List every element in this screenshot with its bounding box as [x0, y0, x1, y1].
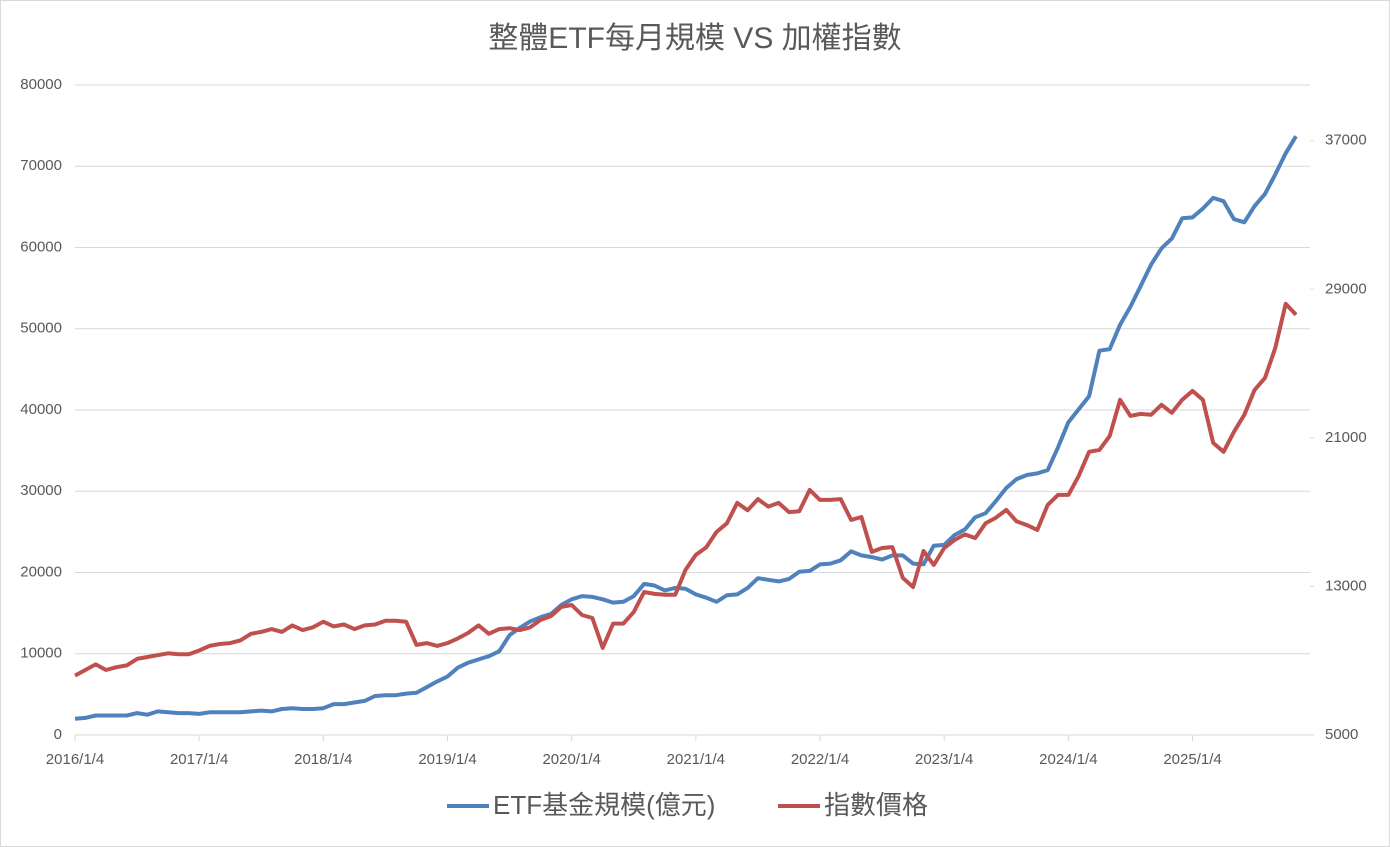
y-tick-label: 20000 [20, 563, 62, 580]
legend-label: 指數價格 [824, 790, 928, 820]
y-tick-label: 80000 [20, 76, 62, 93]
x-tick-label: 2016/1/4 [46, 751, 104, 768]
legend-label: ETF基金規模(億元) [493, 790, 715, 820]
x-tick-label: 2017/1/4 [170, 751, 228, 768]
y-tick-label: 50000 [20, 320, 62, 337]
chart-title: 整體ETF每月規模 VS 加權指數 [488, 22, 901, 55]
y-tick-label: 60000 [20, 238, 62, 255]
y2-tick-label: 37000 [1325, 132, 1367, 149]
series-line [74, 301, 1298, 678]
y-tick-label: 0 [54, 726, 62, 743]
y-tick-label: 30000 [20, 482, 62, 499]
y-tick-label: 40000 [20, 401, 62, 418]
x-tick-label: 2024/1/4 [1039, 751, 1097, 768]
y-tick-label: 70000 [20, 157, 62, 174]
x-tick-label: 2020/1/4 [542, 751, 600, 768]
x-tick-label: 2025/1/4 [1163, 751, 1221, 768]
series-line [74, 135, 1298, 721]
y-tick-label: 10000 [20, 645, 62, 662]
x-tick-label: 2018/1/4 [294, 751, 352, 768]
y2-tick-label: 21000 [1325, 429, 1367, 446]
x-tick-label: 2023/1/4 [915, 751, 973, 768]
x-tick-label: 2019/1/4 [418, 751, 476, 768]
y2-tick-label: 5000 [1325, 726, 1358, 743]
x-tick-label: 2022/1/4 [791, 751, 849, 768]
y2-tick-label: 13000 [1325, 577, 1367, 594]
y2-tick-label: 29000 [1325, 280, 1367, 297]
x-tick-label: 2021/1/4 [667, 751, 725, 768]
